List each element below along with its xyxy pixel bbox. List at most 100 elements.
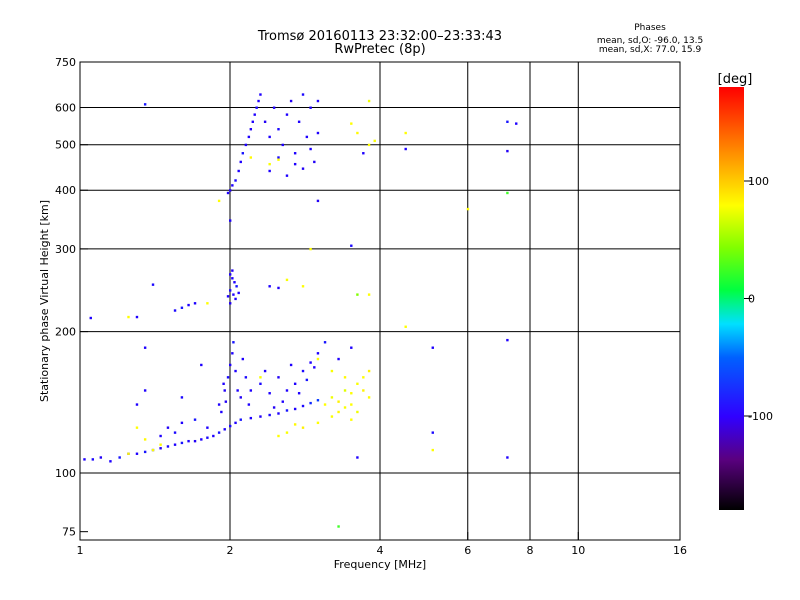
- data-point: [272, 406, 276, 409]
- data-point: [431, 346, 434, 349]
- data-point: [506, 149, 509, 153]
- data-point: [223, 389, 226, 392]
- data-point: [226, 191, 230, 195]
- data-point: [268, 392, 271, 395]
- data-point: [135, 426, 139, 429]
- y-tick-label: 600: [55, 102, 76, 115]
- data-point: [135, 315, 139, 319]
- data-point: [277, 158, 280, 161]
- data-point: [293, 407, 297, 411]
- data-point: [159, 443, 162, 446]
- data-point: [241, 357, 245, 361]
- chart-subtitle: RwPretec (8p): [334, 42, 425, 57]
- data-point: [239, 396, 242, 399]
- data-point: [233, 281, 236, 284]
- data-point: [127, 315, 130, 319]
- data-point: [297, 392, 301, 395]
- data-point: [187, 439, 190, 443]
- data-point: [337, 410, 340, 414]
- x-tick-label: 4: [377, 544, 384, 557]
- data-point: [135, 403, 139, 406]
- colorbar: [719, 87, 744, 510]
- data-point: [239, 418, 242, 421]
- data-point: [343, 406, 347, 409]
- data-points: [83, 93, 518, 528]
- data-point: [231, 269, 234, 272]
- data-point: [305, 378, 309, 382]
- data-point: [217, 199, 221, 203]
- data-point: [285, 113, 289, 116]
- data-point: [143, 450, 147, 454]
- data-point: [180, 421, 184, 425]
- stats-line-x: mean, sd,X: 77.0, 15.9: [599, 45, 702, 55]
- data-point: [506, 191, 509, 195]
- data-point: [301, 93, 305, 96]
- data-point: [237, 291, 240, 295]
- data-point: [313, 160, 316, 164]
- data-point: [229, 189, 232, 192]
- data-point: [309, 401, 312, 405]
- data-point: [337, 525, 340, 528]
- data-point: [466, 207, 470, 211]
- data-point: [259, 415, 262, 418]
- y-tick-label: 500: [55, 139, 76, 152]
- data-point: [229, 219, 232, 222]
- data-point: [293, 423, 297, 426]
- data-point: [234, 369, 237, 373]
- data-point: [356, 410, 359, 414]
- data-point: [231, 277, 234, 280]
- data-point: [337, 357, 340, 361]
- data-point: [232, 293, 235, 296]
- data-point: [316, 357, 320, 361]
- data-point: [362, 152, 365, 155]
- data-point: [244, 143, 248, 147]
- data-point: [289, 363, 293, 367]
- data-point: [226, 295, 230, 298]
- data-point: [367, 293, 371, 296]
- data-point: [193, 418, 197, 421]
- data-point: [173, 443, 177, 446]
- data-point: [222, 382, 225, 385]
- data-point: [367, 396, 371, 399]
- data-point: [297, 120, 301, 123]
- data-point: [89, 316, 92, 320]
- data-point: [277, 286, 280, 290]
- data-point: [159, 434, 162, 438]
- chart-title: Tromsø 20160113 23:32:00–23:33:43: [257, 29, 502, 44]
- data-point: [431, 431, 434, 434]
- data-point: [343, 389, 347, 392]
- data-point: [316, 399, 320, 402]
- y-tick-label: 400: [55, 184, 76, 197]
- data-point: [309, 106, 312, 109]
- data-point: [281, 400, 284, 403]
- data-point: [247, 403, 251, 406]
- data-point: [268, 285, 271, 288]
- data-point: [373, 139, 376, 143]
- stats-heading: Phases: [634, 23, 666, 33]
- stats-line-o: mean, sd,O: -96.0, 13.5: [597, 36, 703, 46]
- data-point: [293, 382, 297, 385]
- data-point: [143, 389, 147, 392]
- data-point: [356, 131, 359, 135]
- data-point: [277, 128, 280, 131]
- data-point: [316, 99, 320, 103]
- data-point: [212, 434, 215, 438]
- data-point: [305, 135, 309, 139]
- data-point: [404, 131, 407, 135]
- data-point: [220, 410, 223, 414]
- data-point: [301, 426, 305, 429]
- data-point: [224, 400, 228, 403]
- data-point: [217, 431, 221, 434]
- data-point: [367, 369, 371, 373]
- data-point: [229, 424, 232, 428]
- data-point: [506, 338, 509, 342]
- data-point: [268, 162, 271, 166]
- data-point: [236, 389, 239, 392]
- data-point: [99, 456, 103, 459]
- data-point: [206, 436, 209, 439]
- data-point: [193, 439, 197, 443]
- colorbar-tick-label: -100: [748, 410, 773, 423]
- y-tick-label: 100: [55, 467, 76, 480]
- data-point: [235, 285, 238, 288]
- x-tick-label: 1: [77, 544, 84, 557]
